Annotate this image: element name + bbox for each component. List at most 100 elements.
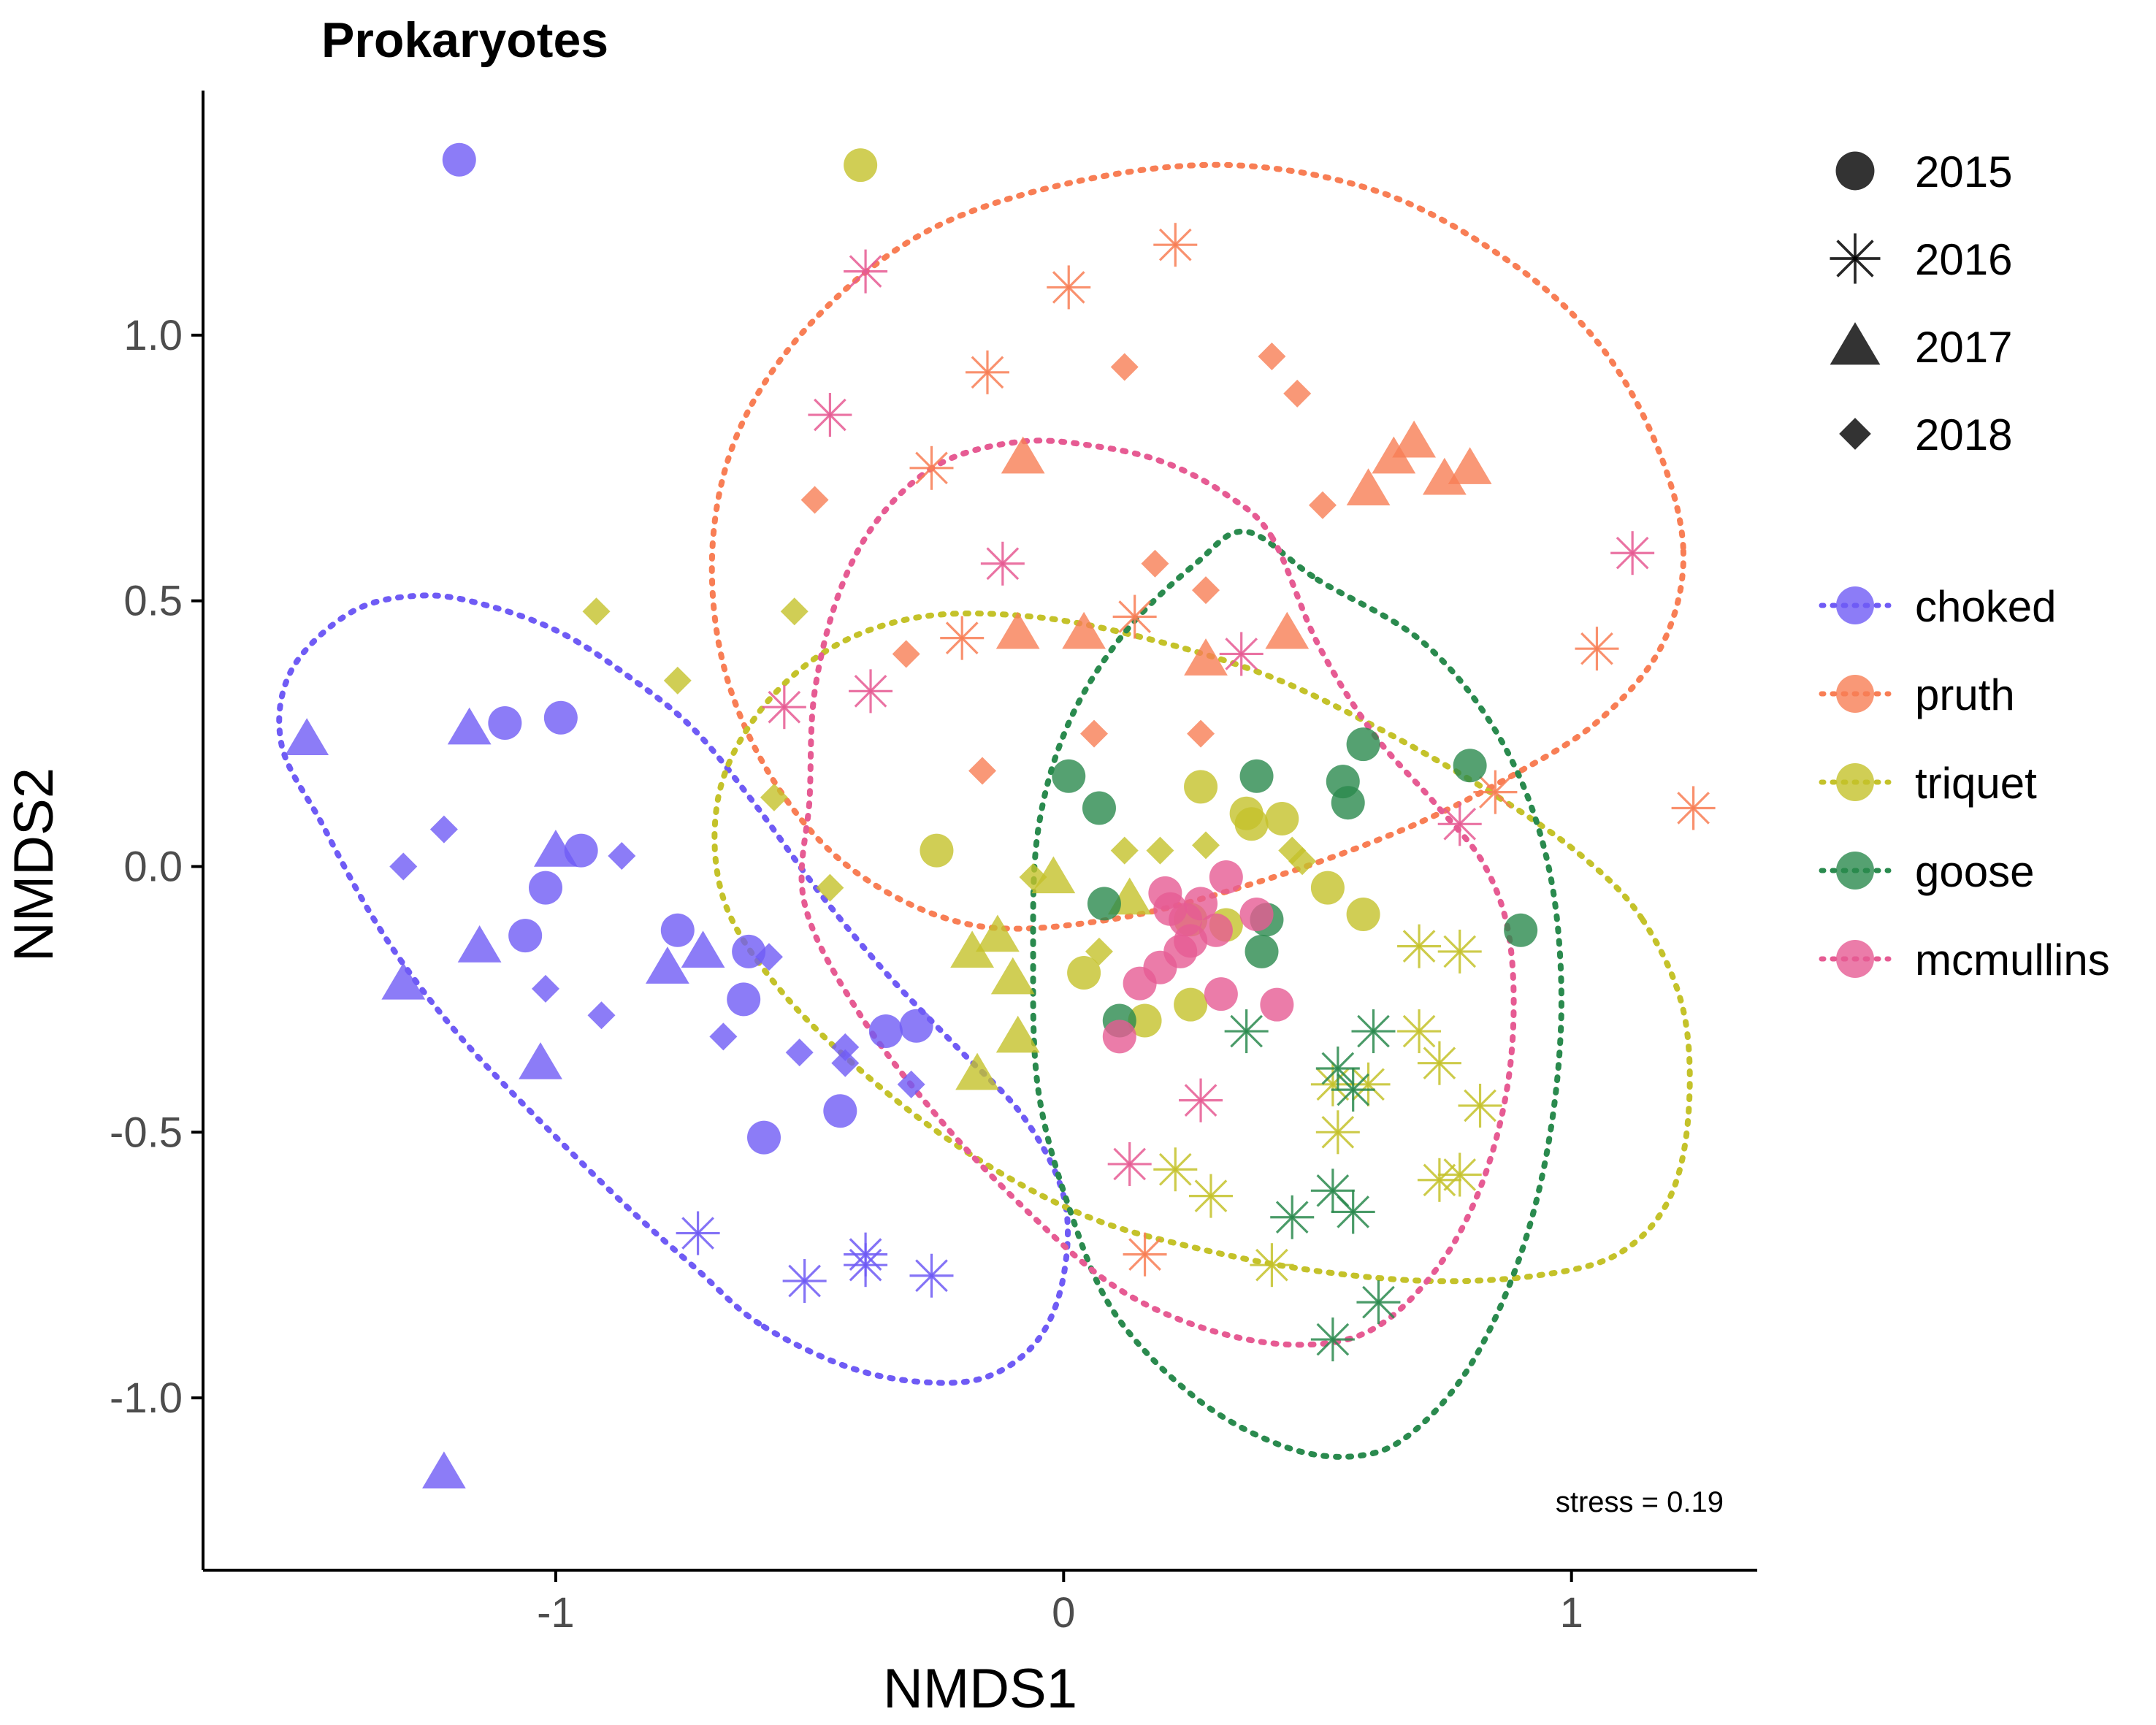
point-choked-circle-12	[747, 1120, 781, 1155]
point-pruth-asterisk-8	[1473, 770, 1518, 814]
point-triquet-diamond-31	[1085, 937, 1113, 965]
point-pruth-triangle-19	[1184, 638, 1228, 676]
point-pruth-triangle-11	[1392, 420, 1437, 458]
y-tick-label: 0.0	[123, 844, 183, 891]
point-choked-triangle-14	[447, 707, 492, 745]
legend-label-2015: 2015	[1915, 148, 2012, 196]
point-mcmullins-asterisk-22	[1179, 1078, 1223, 1122]
point-triquet-diamond-24	[1110, 836, 1139, 865]
point-pruth-diamond-30	[968, 757, 997, 785]
legend-key-mcmullins	[1819, 940, 1892, 978]
legend-label-choked: choked	[1915, 582, 2056, 631]
y-tick-label: 1.0	[123, 312, 183, 359]
point-mcmullins-circle-10	[1123, 966, 1157, 1001]
point-goose-asterisk-15	[1331, 1068, 1375, 1112]
point-pruth-diamond-20	[1110, 353, 1139, 381]
point-choked-triangle-20	[519, 1042, 562, 1079]
point-goose-circle-4	[1331, 786, 1365, 820]
point-choked-diamond-31	[831, 1049, 860, 1077]
point-choked-circle-1	[488, 706, 522, 741]
legend-key-triquet	[1819, 763, 1892, 801]
point-choked-triangle-21	[422, 1451, 466, 1489]
point-pruth-triangle-10	[1001, 436, 1045, 474]
point-choked-circle-11	[823, 1094, 857, 1128]
point-choked-circle-6	[660, 913, 695, 947]
point-pruth-diamond-21	[1258, 343, 1286, 371]
point-triquet-diamond-29	[816, 873, 844, 902]
point-choked-diamond-24	[608, 841, 636, 870]
point-pruth-asterisk-0	[1153, 223, 1198, 267]
point-choked-circle-0	[442, 142, 476, 177]
point-pruth-triangle-16	[995, 611, 1040, 649]
x-axis-title: NMDS1	[883, 1658, 1077, 1720]
point-mcmullins-circle-4	[1239, 897, 1274, 931]
point-triquet-asterisk-35	[1417, 1041, 1461, 1085]
point-triquet-circle-10	[1067, 956, 1101, 990]
point-pruth-diamond-23	[800, 486, 829, 514]
point-triquet-diamond-30	[1019, 863, 1047, 892]
point-triquet-triangle-13	[1031, 856, 1076, 894]
point-pruth-triangle-12	[1372, 436, 1416, 474]
point-mcmullins-asterisk-14	[844, 249, 888, 294]
shape-legend: 2015 2016 2017 2018	[1830, 148, 2012, 459]
point-pruth-diamond-24	[1308, 491, 1337, 519]
legend-label-2016: 2016	[1915, 235, 2012, 284]
point-triquet-asterisk-44	[1250, 1243, 1294, 1288]
point-pruth-diamond-25	[1141, 549, 1169, 578]
point-goose-asterisk-18	[1270, 1195, 1315, 1239]
stress-annotation: stress = 0.19	[1556, 1486, 1724, 1518]
point-triquet-asterisk-38	[1458, 1083, 1502, 1128]
point-goose-asterisk-17	[1331, 1190, 1375, 1234]
legend-label-2017: 2017	[1915, 323, 2012, 372]
point-choked-diamond-28	[709, 1022, 738, 1051]
point-goose-circle-0	[1052, 759, 1086, 793]
point-triquet-circle-3	[1265, 802, 1299, 836]
point-mcmullins-circle-13	[1102, 1020, 1136, 1054]
legend-key-goose	[1819, 852, 1892, 890]
point-goose-asterisk-12	[1224, 1009, 1269, 1054]
point-pruth-diamond-22	[1283, 379, 1312, 408]
point-triquet-asterisk-42	[1153, 1147, 1198, 1192]
point-pruth-asterisk-1	[1047, 265, 1091, 310]
legend-label-triquet: triquet	[1915, 759, 2037, 808]
point-choked-triangle-13	[285, 718, 329, 755]
point-choked-diamond-32	[897, 1070, 925, 1098]
point-pruth-triangle-13	[1448, 447, 1492, 484]
point-pruth-triangle-15	[1346, 468, 1391, 506]
point-triquet-asterisk-43	[1188, 1174, 1233, 1218]
point-pruth-asterisk-2	[965, 350, 1009, 394]
point-triquet-diamond-22	[663, 666, 692, 695]
point-goose-circle-9	[1245, 934, 1279, 968]
point-triquet-circle-7	[1346, 897, 1380, 931]
point-triquet-triangle-16	[990, 957, 1035, 995]
point-triquet-diamond-21	[780, 597, 808, 626]
point-pruth-diamond-28	[1080, 719, 1109, 748]
chart-title: Prokaryotes	[321, 12, 608, 68]
legend-label-2018: 2018	[1915, 410, 2012, 459]
point-goose-circle-11	[1504, 913, 1538, 947]
legend-key-pruth	[1819, 675, 1892, 713]
x-tick-label: 0	[1052, 1589, 1075, 1637]
x-tick-label: -1	[537, 1589, 575, 1637]
point-mcmullins-asterisk-16	[980, 541, 1025, 586]
point-triquet-asterisk-41	[1437, 1152, 1482, 1197]
point-pruth-diamond-26	[1192, 576, 1220, 605]
y-tick-label: 0.5	[123, 578, 183, 625]
point-choked-diamond-26	[587, 1001, 616, 1030]
point-triquet-asterisk-32	[1397, 924, 1442, 968]
point-choked-triangle-17	[681, 930, 725, 968]
point-goose-asterisk-13	[1351, 1009, 1396, 1054]
point-goose-circle-6	[1453, 749, 1487, 783]
legend-key-2017	[1830, 322, 1881, 365]
point-choked-asterisk-33	[676, 1211, 720, 1255]
point-pruth-asterisk-3	[909, 445, 954, 490]
ellipses-layer	[276, 161, 1693, 1460]
legend-key-choked	[1819, 586, 1892, 624]
axes: -1 0 1 -1.0 -0.5 0.0 0.5 1.0	[110, 91, 1757, 1637]
point-triquet-asterisk-34	[1397, 1009, 1442, 1054]
point-mcmullins-circle-0	[1209, 860, 1243, 895]
point-goose-asterisk-19	[1356, 1280, 1401, 1325]
legend-label-pruth: pruth	[1915, 670, 2015, 719]
point-choked-circle-8	[727, 982, 761, 1017]
legend-label-goose: goose	[1915, 847, 2034, 896]
